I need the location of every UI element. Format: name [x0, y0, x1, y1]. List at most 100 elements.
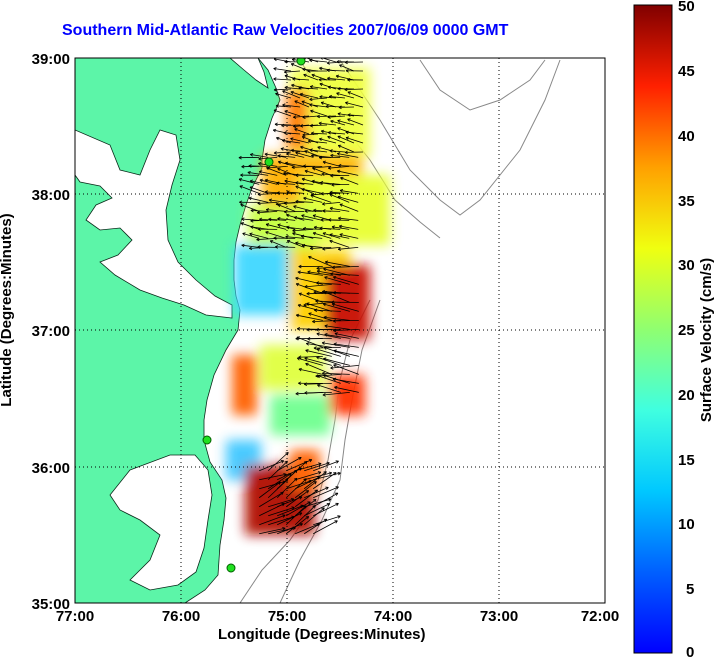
velocity-arrow [250, 154, 269, 158]
velocity-arrow [313, 492, 339, 508]
velocity-arrow-head [297, 326, 301, 330]
velocity-arrow-head [298, 293, 302, 296]
velocity-arrow-head [257, 245, 261, 248]
velocity-arrow-head [322, 507, 325, 511]
velocity-arrow-head [284, 179, 288, 182]
velocity-arrow-head [302, 228, 306, 231]
velocity-arrow-head [250, 226, 254, 229]
velocity-arrow-head [315, 329, 319, 332]
velocity-arrow-head [337, 471, 341, 474]
velocity-arrow-head [277, 155, 281, 158]
velocity-arrow-head [328, 219, 332, 222]
velocity-arrow-head [281, 492, 284, 496]
velocity-arrow-head [304, 210, 308, 213]
velocity-arrow-head [275, 202, 279, 205]
velocity-arrow-head [293, 116, 297, 119]
velocity-arrow-head [297, 271, 301, 275]
velocity-arrow [337, 120, 355, 126]
velocity-arrow-head [311, 153, 315, 156]
velocity-arrow [294, 100, 310, 108]
velocity-arrow-head [284, 87, 288, 90]
colorbar-tick-label: 30 [678, 257, 695, 274]
velocity-arrow [259, 171, 278, 176]
velocity-arrow-head [302, 68, 306, 72]
velocity-arrow [323, 303, 350, 312]
velocity-arrow-head [294, 469, 298, 472]
velocity-arrow [285, 478, 307, 499]
velocity-arrow [297, 271, 323, 276]
chesapeake-bay [75, 129, 233, 319]
velocity-arrow-head [242, 233, 246, 236]
velocity-arrow-head [295, 478, 298, 482]
velocity-arrow-head [338, 106, 342, 110]
velocity-arrow [318, 122, 337, 126]
velocity-arrow-head [326, 461, 330, 464]
velocity-arrow [258, 481, 281, 499]
velocity-arrow [293, 205, 314, 212]
velocity-arrow [277, 204, 296, 212]
velocity-arrow-head [303, 226, 307, 229]
velocity-arrow-head [281, 140, 285, 143]
velocity-arrow-head [335, 74, 340, 77]
velocity-arrow-head [337, 170, 340, 174]
velocity-arrow-head [332, 319, 336, 322]
velocity-arrow-head [277, 168, 280, 172]
velocity-arrow-head [330, 366, 334, 369]
velocity-arrow [339, 203, 359, 212]
velocity-arrow-head [298, 355, 302, 358]
velocity-arrow-head [338, 472, 341, 476]
velocity-arrow-head [257, 227, 261, 230]
velocity-arrow-head [319, 226, 323, 229]
velocity-arrow-head [347, 113, 351, 116]
velocity-arrow-head [337, 152, 341, 154]
velocity-arrow-head [286, 152, 290, 156]
velocity-arrow-head [332, 276, 336, 280]
velocity-arrow [329, 96, 346, 99]
velocity-arrow-head [335, 492, 339, 496]
velocity-arrow [294, 481, 317, 499]
velocity-arrow-head [337, 120, 341, 123]
velocity-arrow-head [303, 303, 307, 306]
velocity-arrow-head [320, 193, 324, 196]
velocity-arrow-head [344, 150, 348, 153]
velocity-arrow-head [299, 512, 303, 516]
velocity-arrow [316, 333, 341, 339]
velocity-arrow-head [277, 154, 281, 157]
velocity-arrow-head [301, 245, 305, 248]
velocity-arrow-head [240, 222, 244, 226]
velocity-arrow-head [329, 472, 333, 476]
velocity-arrow-head [337, 153, 340, 156]
velocity-arrow [309, 97, 328, 100]
velocity-arrow-head [334, 385, 338, 388]
velocity-arrow-head [239, 200, 243, 203]
velocity-arrow [330, 273, 359, 276]
velocity-arrow-head [302, 505, 306, 507]
velocity-arrow [269, 199, 287, 203]
velocity-arrow-head [276, 182, 280, 186]
velocity-arrow [303, 507, 325, 526]
velocity-arrow-head [258, 157, 262, 160]
velocity-arrow [298, 368, 323, 375]
velocity-arrow [239, 185, 260, 194]
velocity-arrow [299, 93, 319, 99]
velocity-arrow-head [312, 214, 317, 216]
velocity-arrow-head [305, 350, 309, 353]
colorbar-tick-label: 50 [678, 0, 695, 15]
delaware-bay [229, 58, 269, 89]
velocity-arrow-head [276, 181, 280, 184]
velocity-arrow-head [331, 265, 335, 268]
velocity-arrow-head [326, 61, 330, 64]
velocity-arrow-head [305, 478, 307, 482]
velocity-arrow-head [282, 104, 286, 107]
velocity-arrow-head [311, 131, 315, 134]
velocity-arrow-head [337, 127, 340, 131]
velocity-arrow-head [336, 61, 340, 64]
y-tick-label: 36:00 [32, 460, 70, 477]
velocity-arrow [337, 170, 359, 176]
velocity-arrow-head [312, 505, 316, 507]
velocity-arrow [276, 477, 298, 499]
velocity-arrow-head [337, 247, 341, 250]
velocity-arrow-head [292, 232, 296, 234]
velocity-arrow [249, 233, 269, 239]
velocity-arrow [307, 271, 332, 276]
